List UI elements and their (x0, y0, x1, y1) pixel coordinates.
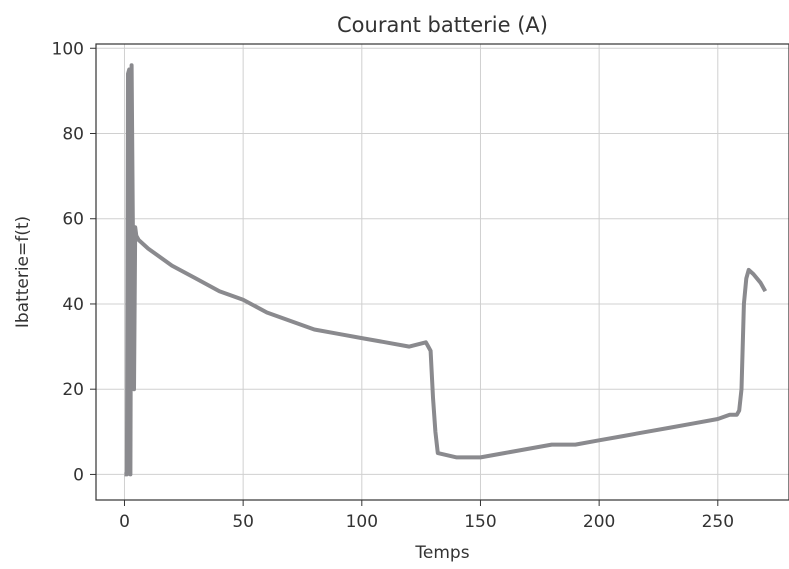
y-tick-label: 100 (52, 39, 84, 59)
x-tick-label: 200 (583, 512, 615, 532)
x-tick-label: 150 (464, 512, 496, 532)
grid (96, 44, 789, 500)
y-tick-label: 40 (62, 295, 84, 315)
y-tick-label: 0 (73, 465, 84, 485)
plot-frame (95, 43, 789, 501)
x-tick-label: 50 (232, 512, 254, 532)
x-tick-label: 250 (702, 512, 734, 532)
y-tick-label: 80 (62, 124, 84, 144)
chart-title: Courant batterie (A) (337, 13, 548, 37)
y-tick-label: 20 (62, 380, 84, 400)
axis-ticks: 0 50 100 150 200 250 0 20 40 60 80 100 (52, 39, 734, 532)
x-tick-label: 0 (119, 512, 130, 532)
series-line (124, 63, 768, 477)
x-tick-label: 100 (346, 512, 378, 532)
x-axis-label: Temps (414, 543, 469, 563)
y-axis-label: Ibatterie=f(t) (13, 216, 33, 328)
plot-area (124, 63, 768, 477)
y-tick-label: 60 (62, 210, 84, 230)
